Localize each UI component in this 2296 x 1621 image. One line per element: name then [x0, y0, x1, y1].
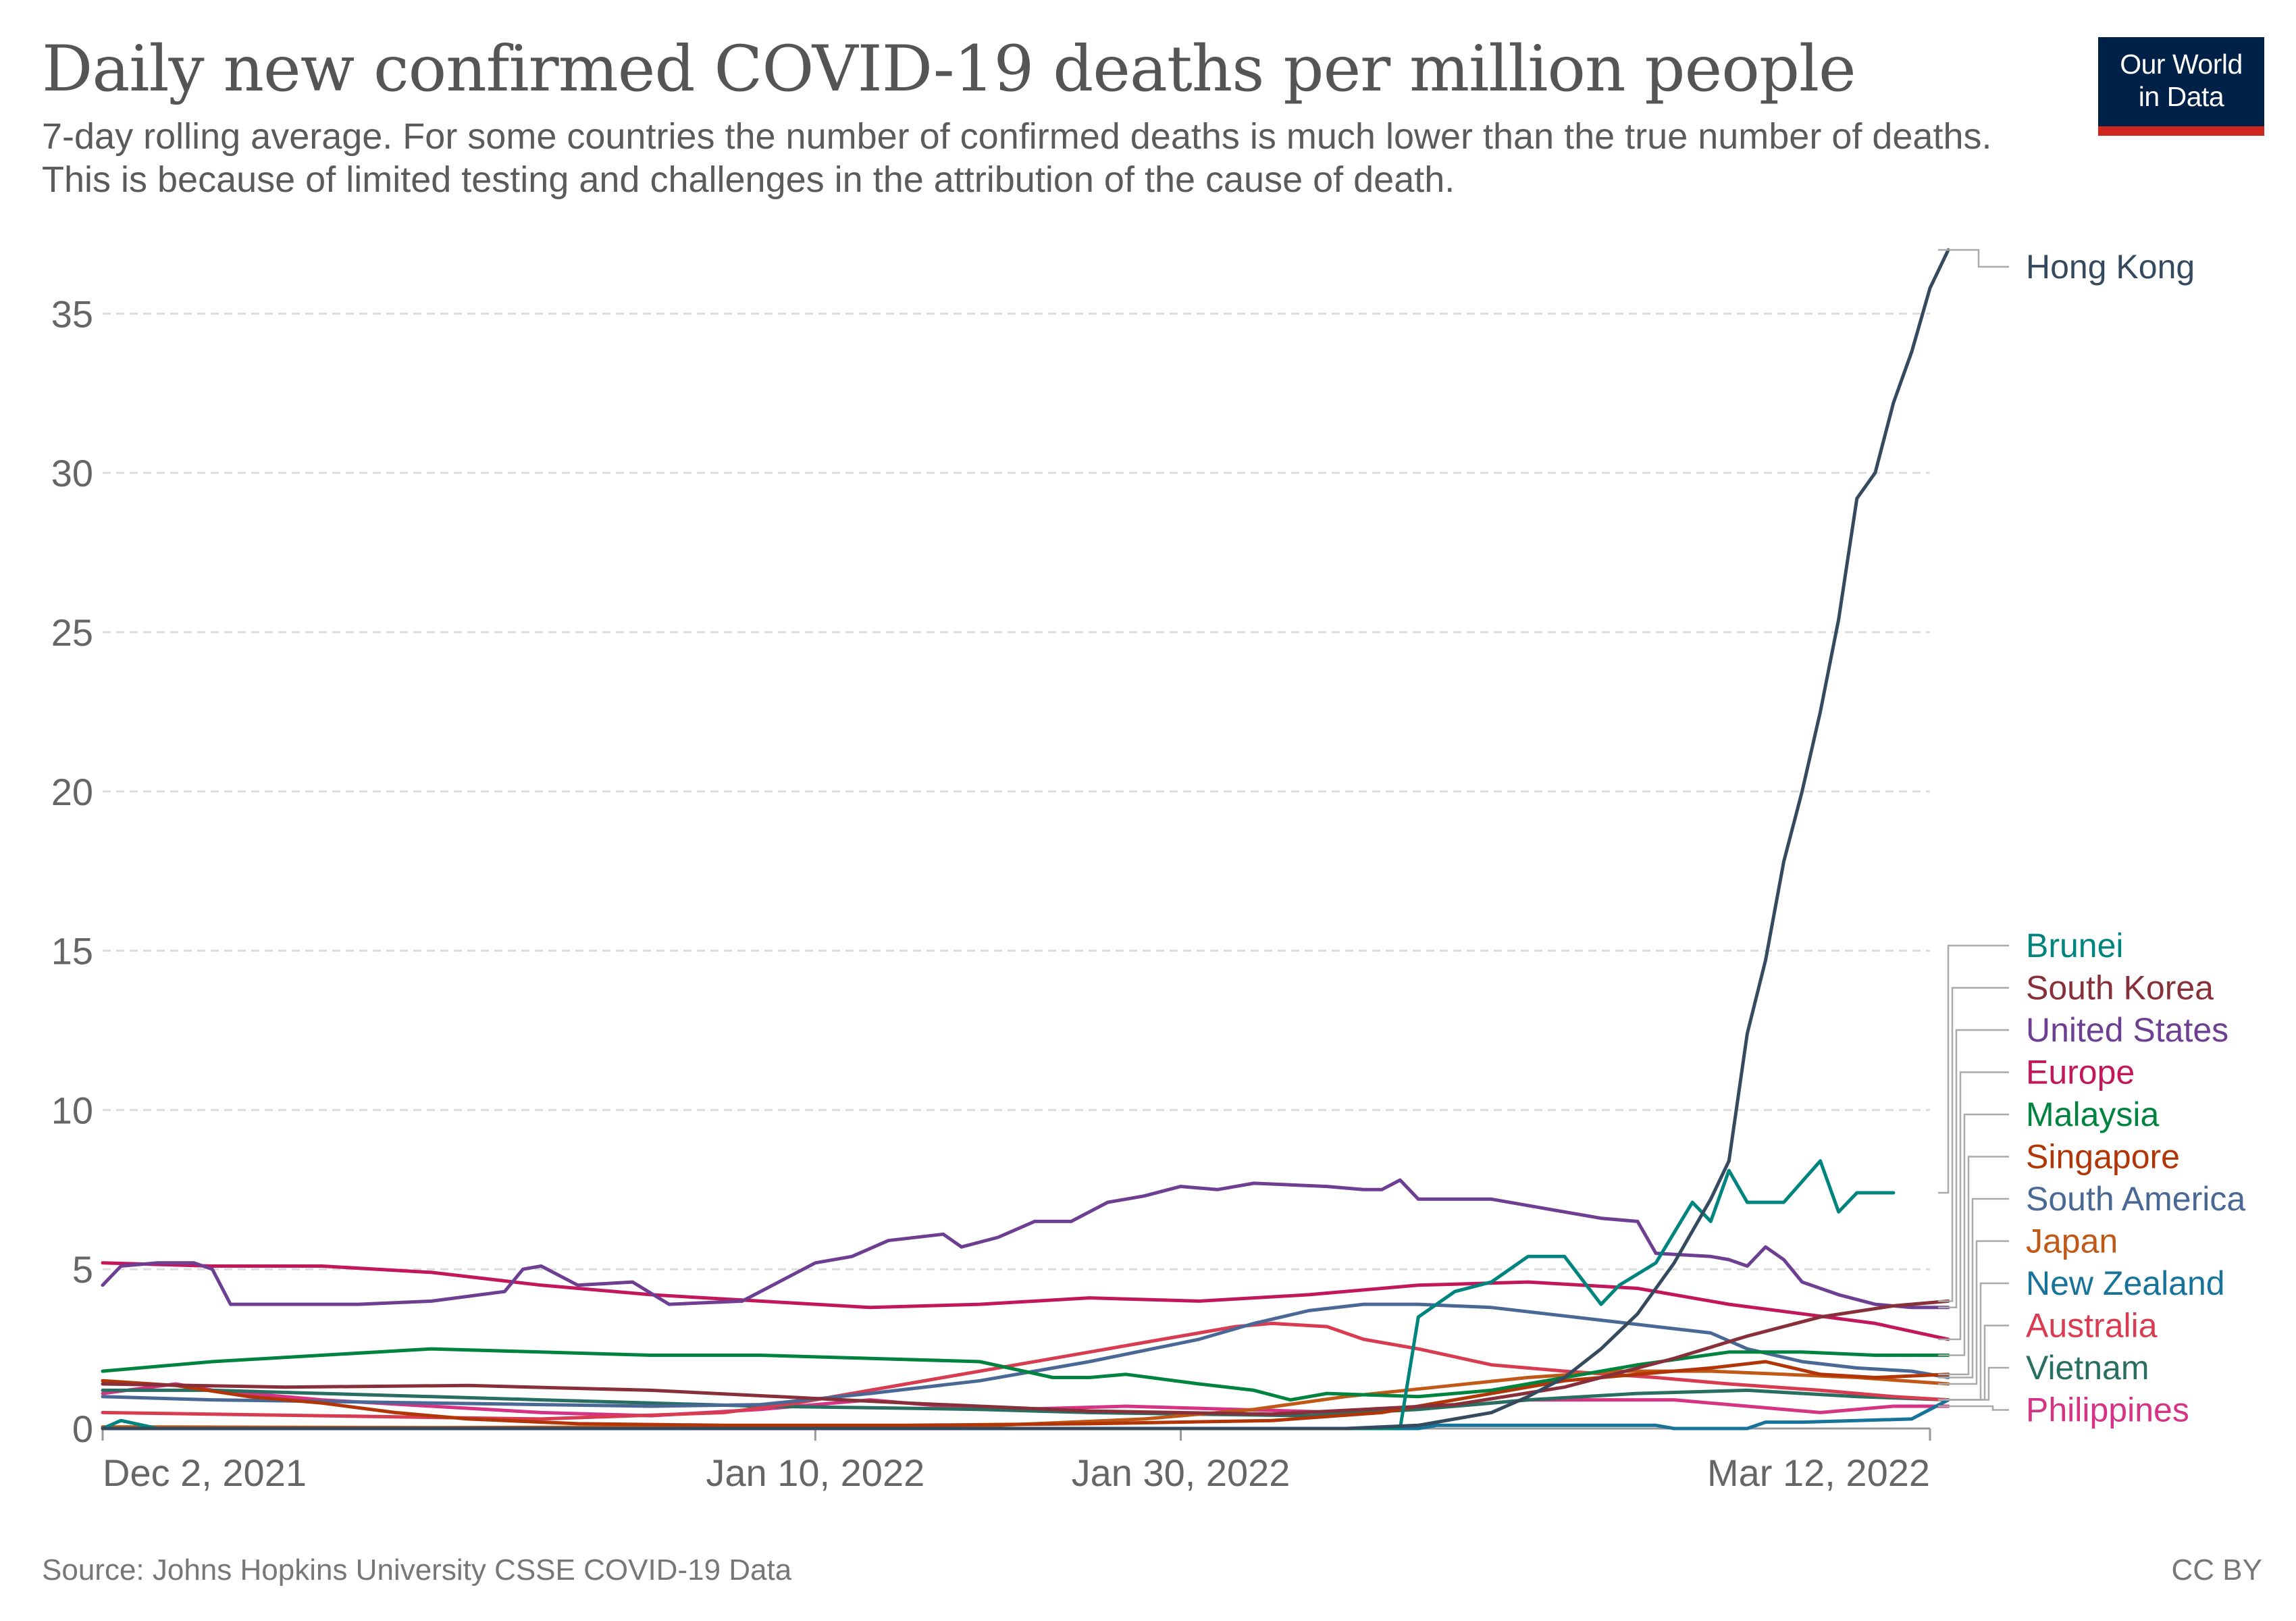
legend-label-united-states[interactable]: United States: [2026, 1011, 2228, 1049]
legend-label-vietnam[interactable]: Vietnam: [2026, 1349, 2149, 1387]
legend: Hong Kong Brunei South Korea United States E…: [1938, 248, 2245, 1429]
legend-label-australia[interactable]: Australia: [2026, 1307, 2158, 1345]
series-line-south-korea[interactable]: [101, 1299, 1950, 1416]
series-lines: [101, 248, 1950, 1431]
axes: 0 5 10 15 20 25 30 35 Dec 2, 2021 Jan 10, 2022 Jan…: [51, 292, 1931, 1494]
legend-connector: [1938, 1071, 2009, 1341]
legend-connector: [1938, 1366, 2009, 1401]
series-line-singapore[interactable]: [101, 1360, 1950, 1427]
y-tick-label: 30: [51, 452, 93, 494]
series-line-europe[interactable]: [101, 1261, 1950, 1341]
y-tick-label: 20: [51, 771, 93, 813]
logo-line-2: in Data: [2138, 81, 2224, 112]
license-link[interactable]: CC BY: [2171, 1553, 2262, 1587]
series-line-brunei[interactable]: [101, 1159, 1896, 1431]
series-line-hong-kong[interactable]: [101, 248, 1950, 1431]
y-tick-label: 10: [51, 1089, 93, 1131]
logo-accent-bar: [2098, 126, 2264, 136]
legend-label-south-korea[interactable]: South Korea: [2026, 969, 2214, 1007]
legend-label-europe[interactable]: Europe: [2026, 1054, 2135, 1091]
legend-label-malaysia[interactable]: Malaysia: [2026, 1096, 2159, 1133]
x-tick-label: Dec 2, 2021: [103, 1451, 307, 1494]
legend-connector: [1938, 1324, 2009, 1401]
legend-connector: [1938, 944, 2009, 1194]
series-line-south-america[interactable]: [101, 1302, 1950, 1408]
source-note[interactable]: Source: Johns Hopkins University CSSE CO…: [42, 1553, 792, 1587]
series-line-vietnam[interactable]: [101, 1388, 1950, 1418]
chart-subtitle: 7-day rolling average. For some countrie…: [42, 116, 1992, 200]
y-tick-label: 25: [51, 611, 93, 654]
x-tick-label: Jan 10, 2022: [706, 1451, 924, 1494]
legend-label-new-zealand[interactable]: New Zealand: [2026, 1264, 2225, 1302]
legend-label-south-america[interactable]: South America: [2026, 1180, 2245, 1218]
series-line-united-states[interactable]: [101, 1178, 1950, 1310]
x-tick-label: Jan 30, 2022: [1072, 1451, 1290, 1494]
logo-line-1: Our World: [2120, 49, 2243, 80]
legend-connector: [1938, 249, 2009, 268]
y-tick-label: 35: [51, 292, 93, 335]
legend-connector: [1938, 1405, 2009, 1411]
y-tick-label: 5: [72, 1248, 93, 1291]
legend-label-philippines[interactable]: Philippines: [2026, 1391, 2189, 1429]
owid-logo[interactable]: Our World in Data: [2098, 37, 2264, 136]
y-tick-label: 15: [51, 930, 93, 973]
y-tick-label: 0: [72, 1408, 93, 1450]
legend-label-japan[interactable]: Japan: [2026, 1223, 2118, 1260]
gridlines: [103, 312, 1930, 1270]
legend-connector: [1938, 1156, 2009, 1376]
legend-label-brunei[interactable]: Brunei: [2026, 927, 2124, 964]
line-chart: 0 5 10 15 20 25 30 35 Dec 2, 2021 Jan 10, 2022 Jan…: [51, 248, 2246, 1494]
legend-connector: [1938, 1113, 2009, 1356]
series-line-new-zealand[interactable]: [101, 1398, 1950, 1431]
chart-title: Daily new confirmed COVID-19 deaths per …: [42, 32, 1856, 106]
legend-label-hong-kong[interactable]: Hong Kong: [2026, 248, 2195, 286]
legend-connector: [1938, 1240, 2009, 1385]
legend-connector: [1938, 1198, 2009, 1379]
x-tick-label: Mar 12, 2022: [1707, 1451, 1930, 1494]
legend-connector: [1938, 1029, 2009, 1309]
legend-label-singapore[interactable]: Singapore: [2026, 1138, 2180, 1176]
legend-connector: [1938, 987, 2009, 1302]
